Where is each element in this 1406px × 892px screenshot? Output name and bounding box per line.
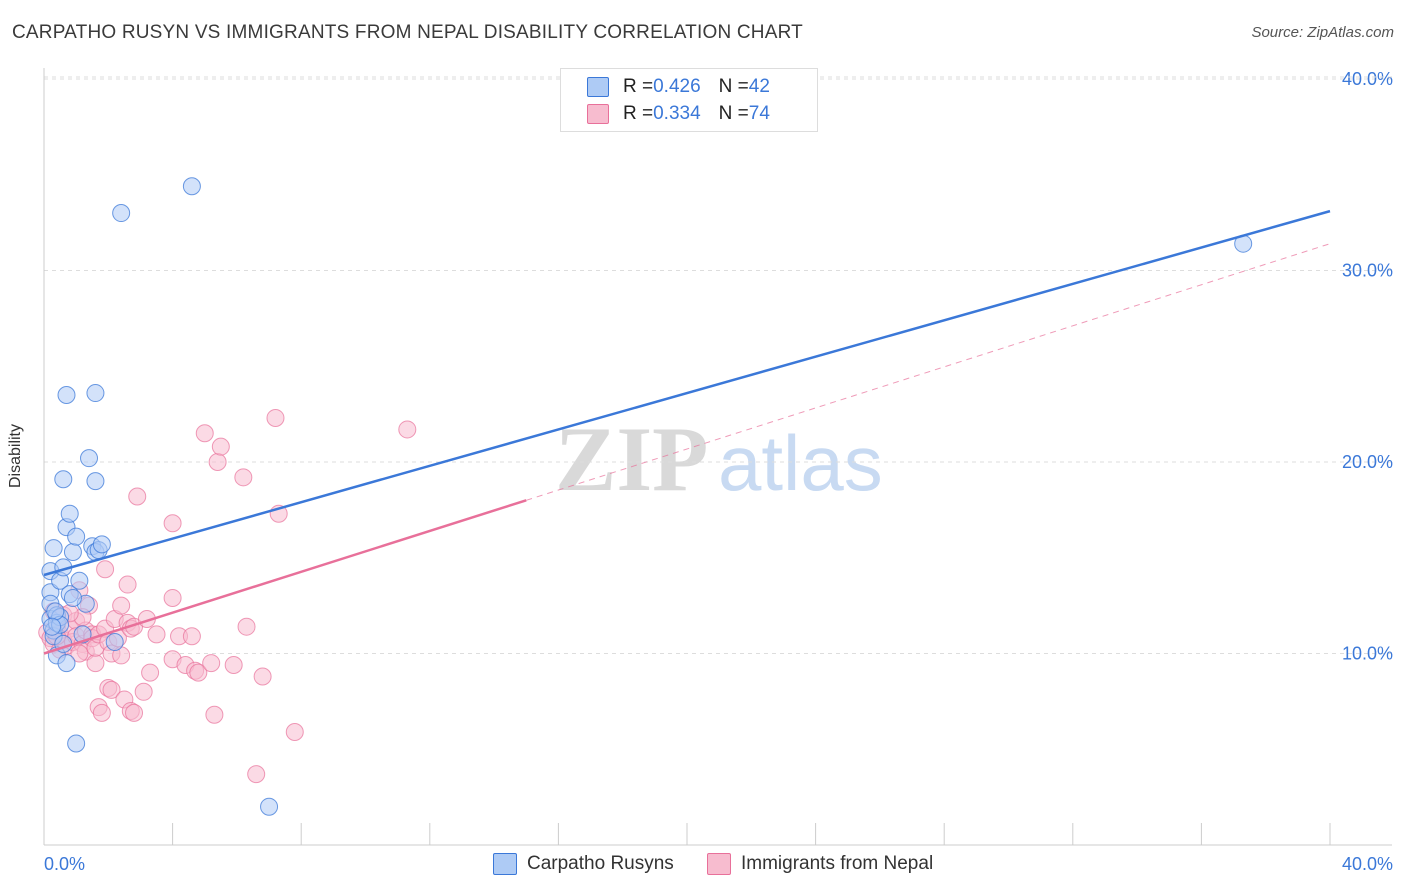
data-point-nepal [70,644,89,663]
data-point-nepal [202,654,221,673]
data-point-nepal [112,596,131,615]
source-label: Source: ZipAtlas.com [1251,24,1394,41]
bottom-legend-swatch-pink [707,853,731,875]
watermark-zip: ZIP [555,408,708,510]
legend-n-label: N = [718,76,749,97]
data-point-nepal [182,627,201,646]
legend-n-label: N = [718,103,749,124]
legend-r-label: R = [623,76,654,97]
data-point-nepal [163,514,182,533]
y-tick-label: 20.0% [1342,452,1393,472]
data-point-nepal [253,667,272,686]
data-point-nepal [147,625,166,644]
watermark-atlas: atlas [718,419,883,507]
data-point-nepal [247,765,266,784]
legend-n-value: 74 [748,103,770,124]
legend-r-value: 0.334 [653,103,701,124]
data-point-nepal [102,680,121,699]
data-point-carpatho [86,384,105,403]
data-point-carpatho [67,527,86,546]
trendline-nepal-extension [526,243,1331,501]
data-point-nepal [141,663,160,682]
data-point-carpatho [112,204,131,223]
data-point-carpatho [67,734,86,753]
data-point-carpatho [260,797,279,816]
data-point-carpatho [60,504,79,523]
x-tick-label-max: 40.0% [1342,854,1393,874]
data-point-carpatho [43,617,62,636]
legend-swatch-blue [587,77,609,97]
data-point-nepal [128,487,147,506]
legend-swatch-pink [587,104,609,124]
x-tick-label-min: 0.0% [44,854,85,874]
trendline-nepal [43,499,527,655]
data-point-nepal [224,655,243,674]
data-point-nepal [266,408,285,427]
data-point-carpatho [57,385,76,404]
y-axis-label: Disability [7,423,24,489]
bottom-legend-nepal: Immigrants from Nepal [707,852,933,876]
data-point-nepal [208,453,227,471]
data-point-nepal [96,560,115,579]
data-point-carpatho [46,602,65,621]
bottom-legend-swatch-blue [493,853,517,875]
chart-title: CARPATHO RUSYN VS IMMIGRANTS FROM NEPAL … [12,22,803,43]
bottom-legend-label: Immigrants from Nepal [741,853,934,874]
legend-row-nepal: R = 0.334 N = 74 [587,102,770,126]
data-point-nepal [211,437,230,456]
data-point-nepal [237,617,256,636]
bottom-legend-carpatho: Carpatho Rusyns [493,852,674,876]
y-tick-label: 40.0% [1342,69,1393,89]
data-point-carpatho [63,588,82,607]
data-point-carpatho [70,571,89,590]
legend-r-value: 0.426 [653,76,701,97]
data-point-carpatho [182,177,201,196]
data-point-nepal [234,468,253,487]
data-point-carpatho [57,654,76,673]
data-point-carpatho [54,470,73,489]
data-point-nepal [189,663,208,682]
data-point-nepal [125,703,144,722]
data-point-nepal [118,575,137,594]
data-point-carpatho [44,539,63,558]
y-tick-label: 30.0% [1342,261,1393,281]
data-point-carpatho [105,633,124,652]
data-point-nepal [86,654,105,673]
trendline-carpatho [43,209,1331,577]
data-point-carpatho [86,472,105,491]
y-tick-label: 10.0% [1342,644,1393,664]
data-point-carpatho [80,449,99,468]
legend-row-carpatho: R = 0.426 N = 42 [587,75,770,99]
bottom-legend-label: Carpatho Rusyns [527,853,674,874]
data-point-nepal [195,424,214,443]
data-point-nepal [134,682,153,701]
data-point-nepal [205,705,224,724]
legend-r-label: R = [623,103,654,124]
data-point-carpatho [92,535,111,554]
data-point-nepal [163,588,182,607]
data-point-nepal [398,420,417,439]
legend: R = 0.426 N = 42 R = 0.334 N = 74 [560,68,818,132]
data-point-carpatho [63,543,82,562]
data-point-nepal [92,703,111,722]
legend-n-value: 42 [748,76,770,97]
data-point-nepal [285,723,304,742]
